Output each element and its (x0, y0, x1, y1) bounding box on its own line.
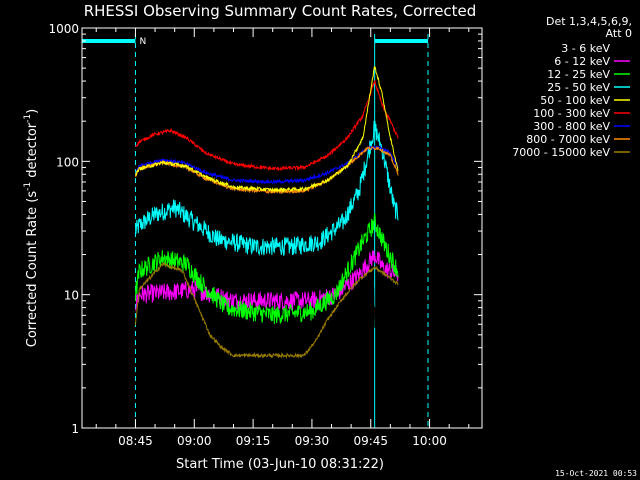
y-axis-label-mid: detector (25, 122, 40, 182)
series-6-12-kevline (135, 250, 399, 312)
legend-label: 12 - 25 keV (547, 68, 610, 81)
plot-frame (81, 27, 483, 429)
series-50-100-kevline (135, 66, 399, 194)
series-25-50-kevline (135, 120, 399, 257)
legend-label: 50 - 100 keV (540, 94, 610, 107)
series-12-25-kevline (135, 213, 399, 325)
legend-header-line: Det 1,3,4,5,6,9, (546, 15, 632, 28)
y-axis-label-main: Corrected Count Rate (s (25, 191, 40, 348)
y-tick-label: 1000 (48, 22, 79, 36)
y-axis-label: Corrected Count Rate (s-1 detector-1) (23, 109, 40, 347)
y-tick-label: 100 (56, 155, 79, 169)
axes-layer: 1 10 100 1000 08:45 09:00 09:15 09:30 09:45 10:00 (48, 22, 483, 448)
series-3-6-kevline (135, 286, 399, 429)
x-tick-label: 08:45 (118, 434, 153, 448)
orbit-markers-layer: N (82, 34, 429, 428)
x-tick-label: 09:00 (177, 434, 212, 448)
footer-date: 15-Oct-2021 00:53 (555, 469, 637, 478)
series-100-300-kevline (135, 79, 399, 172)
x-tick-label: 09:30 (295, 434, 330, 448)
legend-label: 6 - 12 keV (554, 55, 610, 68)
y-axis-label-end: ) (25, 109, 40, 114)
y-tick-label: 1 (71, 422, 79, 436)
x-axis-label: Start Time (03-Jun-10 08:31:22) (176, 457, 384, 472)
legend-label: 3 - 6 keV (561, 42, 610, 55)
series-layer (135, 66, 399, 429)
x-tick-label: 10:00 (412, 434, 447, 448)
legend-label: 300 - 800 keV (533, 120, 610, 133)
series-800-7000-kevline (135, 145, 399, 195)
night-marker-label: N (139, 37, 146, 47)
legend-label: 7000 - 15000 keV (512, 146, 610, 159)
legend-header-line: Att 0 (606, 27, 632, 40)
y-axis-label-sup1: -1 (23, 182, 33, 191)
chart-title: RHESSI Observing Summary Count Rates, Co… (84, 2, 477, 20)
legend-label: 800 - 7000 keV (526, 133, 610, 146)
legend-label: 25 - 50 keV (547, 81, 610, 94)
x-tick-label: 09:15 (236, 434, 271, 448)
y-axis-label-sup2: -1 (23, 114, 33, 123)
legend-label: 100 - 300 keV (533, 107, 610, 120)
series-7000-15000-kevline (135, 261, 399, 360)
y-tick-label: 10 (64, 289, 79, 303)
x-tick-label: 09:45 (353, 434, 388, 448)
